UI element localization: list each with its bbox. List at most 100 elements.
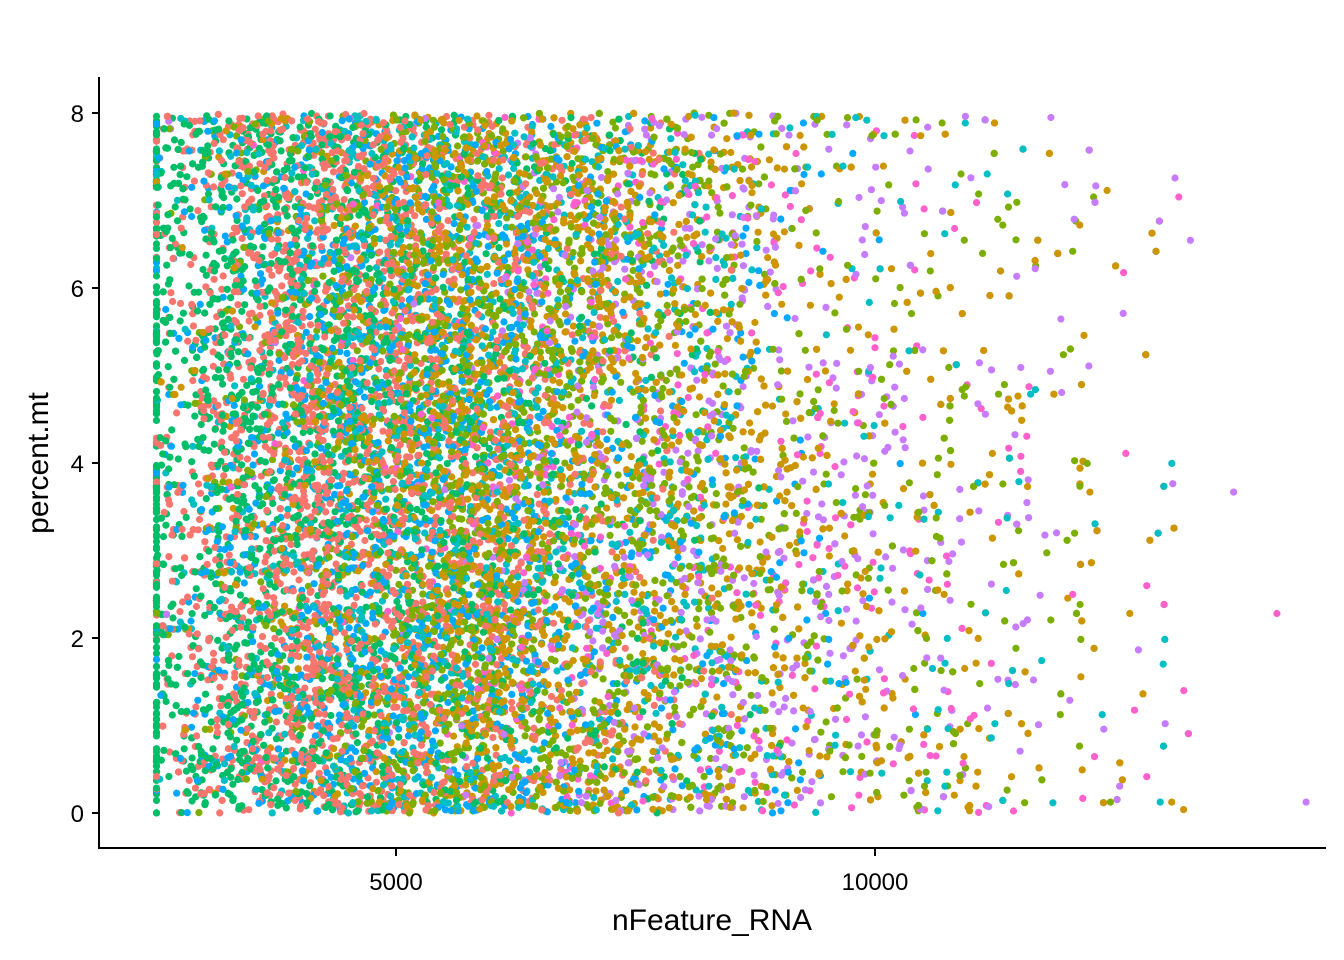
data-point: [795, 759, 803, 767]
data-point: [912, 116, 920, 124]
data-point: [1015, 527, 1023, 535]
data-point: [798, 768, 807, 776]
data-point: [270, 784, 278, 792]
data-point: [899, 436, 907, 444]
data-point: [697, 337, 705, 345]
data-point: [536, 176, 544, 184]
data-point: [785, 541, 794, 549]
data-point: [489, 733, 497, 742]
data-point: [923, 777, 931, 785]
data-point: [865, 594, 874, 602]
data-point: [797, 793, 805, 802]
data-point: [547, 692, 556, 701]
data-point: [871, 344, 879, 352]
data-point: [230, 250, 238, 258]
data-point: [1050, 390, 1058, 398]
data-point: [299, 428, 307, 437]
data-point: [168, 426, 176, 434]
data-point: [494, 392, 502, 400]
data-point: [833, 359, 841, 367]
data-point: [803, 497, 811, 505]
data-point: [1180, 687, 1188, 695]
data-point: [890, 299, 899, 308]
data-point: [615, 396, 624, 404]
data-point: [987, 366, 996, 374]
data-point: [275, 356, 283, 364]
data-point: [1134, 646, 1142, 654]
data-point: [201, 309, 209, 317]
data-point: [1023, 499, 1031, 507]
data-point: [924, 123, 932, 131]
data-point: [854, 323, 863, 331]
data-point: [745, 600, 753, 608]
data-point: [282, 342, 290, 350]
data-point: [746, 522, 754, 530]
data-point: [621, 644, 629, 652]
data-point: [355, 607, 364, 615]
data-point: [245, 317, 253, 325]
data-point: [1004, 395, 1013, 403]
data-point: [799, 119, 808, 127]
data-point: [744, 786, 752, 795]
data-point: [750, 579, 758, 588]
data-point: [600, 223, 608, 231]
data-point: [890, 733, 898, 741]
data-point: [885, 181, 893, 189]
data-point: [199, 367, 207, 375]
data-point: [756, 538, 764, 546]
data-point: [825, 616, 833, 625]
data-point: [1168, 798, 1176, 806]
data-point: [888, 598, 896, 606]
data-point: [245, 806, 253, 814]
data-point: [994, 518, 1003, 526]
data-point: [609, 613, 617, 622]
data-point: [869, 530, 877, 538]
data-point: [170, 136, 179, 144]
data-point: [152, 416, 161, 424]
data-point: [755, 267, 763, 275]
data-point: [905, 725, 914, 733]
data-point: [621, 590, 629, 599]
data-point: [937, 667, 945, 675]
data-points: [152, 109, 1310, 817]
data-point: [196, 489, 205, 497]
data-point: [817, 613, 825, 621]
data-point: [613, 680, 621, 688]
data-point: [698, 285, 706, 293]
data-point: [1146, 536, 1154, 544]
data-point: [900, 791, 908, 799]
data-point: [886, 514, 894, 522]
data-point: [722, 322, 731, 330]
data-point: [566, 480, 574, 489]
data-point: [508, 690, 516, 699]
data-point: [371, 620, 379, 628]
data-point: [823, 451, 831, 459]
data-point: [173, 663, 181, 671]
data-point: [673, 350, 681, 358]
data-point: [1017, 363, 1025, 372]
data-point: [881, 501, 889, 509]
data-point: [273, 168, 281, 176]
data-point: [1029, 676, 1038, 684]
data-point: [188, 653, 197, 661]
data-point: [791, 725, 800, 733]
data-point: [1012, 644, 1020, 652]
data-point: [825, 145, 833, 153]
data-point: [677, 615, 685, 623]
data-point: [684, 393, 692, 402]
data-point: [956, 772, 964, 780]
data-point: [225, 203, 233, 211]
data-point: [556, 704, 564, 712]
data-point: [1057, 315, 1065, 323]
data-point: [1024, 476, 1032, 484]
data-point: [177, 224, 185, 232]
data-point: [267, 485, 275, 493]
data-point: [1013, 272, 1021, 280]
data-point: [895, 360, 904, 368]
data-point: [934, 807, 942, 815]
data-point: [961, 119, 969, 127]
data-point: [1002, 586, 1010, 595]
data-point: [478, 644, 486, 652]
data-point: [956, 515, 964, 523]
data-point: [849, 149, 857, 157]
